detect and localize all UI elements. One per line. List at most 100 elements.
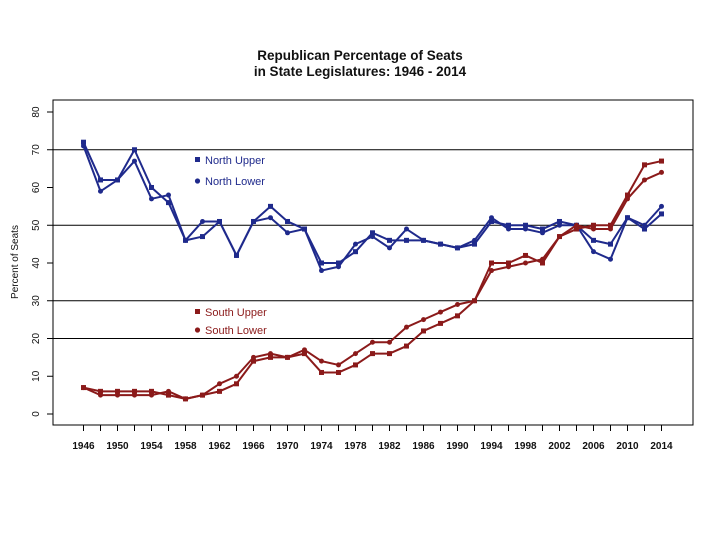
y-axis: 0 10 20 30 40 50 60 70 80 [31, 106, 53, 417]
data-point-north-lower [183, 238, 188, 243]
data-point-south-upper [523, 253, 528, 258]
y-tick-label: 60 [31, 182, 42, 194]
data-point-south-lower [251, 355, 256, 360]
data-point-north-upper [387, 238, 392, 243]
data-point-north-lower [285, 230, 290, 235]
data-point-north-upper [659, 211, 664, 216]
legend-south: South Upper South Lower [195, 307, 267, 337]
data-point-north-lower [132, 159, 137, 164]
data-point-north-upper [353, 249, 358, 254]
data-point-south-lower [319, 359, 324, 364]
data-point-south-lower [115, 393, 120, 398]
data-point-north-lower [421, 238, 426, 243]
data-point-south-lower [438, 310, 443, 315]
y-tick-label: 0 [31, 411, 42, 417]
x-tick-label: 1966 [242, 441, 265, 452]
data-point-north-lower [404, 227, 409, 232]
data-point-south-lower [370, 340, 375, 345]
data-point-south-lower [523, 261, 528, 266]
data-point-south-lower [489, 268, 494, 273]
data-point-south-lower [149, 393, 154, 398]
data-point-north-upper [98, 177, 103, 182]
data-point-south-lower [302, 347, 307, 352]
data-point-south-lower [506, 264, 511, 269]
data-point-south-lower [625, 196, 630, 201]
y-tick-label: 80 [31, 106, 42, 118]
legend-north: North Upper North Lower [195, 155, 265, 188]
data-point-north-upper [200, 234, 205, 239]
data-point-south-lower [472, 298, 477, 303]
data-point-south-upper [336, 370, 341, 375]
data-point-south-lower [98, 393, 103, 398]
data-point-south-upper [642, 162, 647, 167]
x-tick-label: 2002 [548, 441, 571, 452]
gridlines [53, 150, 693, 339]
data-point-north-upper [404, 238, 409, 243]
data-point-north-lower [370, 234, 375, 239]
x-tick-label: 1994 [480, 441, 503, 452]
data-point-north-lower [98, 189, 103, 194]
data-point-north-upper [591, 238, 596, 243]
data-point-south-lower [217, 381, 222, 386]
data-point-south-lower [387, 340, 392, 345]
legend-marker-south-upper [195, 309, 200, 314]
data-point-south-lower [574, 223, 579, 228]
data-point-south-upper [217, 389, 222, 394]
y-axis-label: Percent of Seats [10, 225, 21, 299]
data-point-south-lower [285, 355, 290, 360]
data-point-north-lower [438, 242, 443, 247]
data-point-south-upper [387, 351, 392, 356]
data-point-south-lower [268, 351, 273, 356]
data-point-north-upper [149, 185, 154, 190]
plot-border [53, 100, 693, 425]
data-point-south-lower [234, 374, 239, 379]
data-point-north-lower [268, 215, 273, 220]
data-point-south-lower [591, 227, 596, 232]
data-point-north-lower [625, 215, 630, 220]
x-tick-label: 1998 [514, 441, 537, 452]
data-point-north-lower [251, 219, 256, 224]
legend-label-south-lower: South Lower [205, 325, 267, 337]
data-point-south-upper [370, 351, 375, 356]
x-tick-label: 2006 [582, 441, 605, 452]
data-point-south-lower [659, 170, 664, 175]
data-point-north-upper [608, 242, 613, 247]
data-point-north-lower [540, 230, 545, 235]
y-tick-label: 70 [31, 144, 42, 156]
series-layer [81, 140, 664, 402]
x-tick-label: 1970 [276, 441, 299, 452]
legend-marker-south-lower [195, 327, 200, 332]
x-tick-label: 2014 [650, 441, 673, 452]
data-point-north-lower [234, 253, 239, 258]
data-point-south-lower [183, 396, 188, 401]
data-point-north-lower [353, 242, 358, 247]
data-point-north-lower [608, 257, 613, 262]
series-north-lower [81, 143, 664, 273]
data-point-south-upper [659, 159, 664, 164]
data-point-north-lower [659, 204, 664, 209]
line-chart: 01020304050607080 1946 1950 1954 1958 1962 19… [0, 0, 720, 540]
data-point-south-lower [336, 362, 341, 367]
x-tick-label: 1962 [208, 441, 231, 452]
data-point-north-lower [336, 264, 341, 269]
data-point-south-upper [234, 381, 239, 386]
data-point-north-lower [217, 219, 222, 224]
data-point-south-lower [132, 393, 137, 398]
legend-label-north-upper: North Upper [205, 155, 265, 167]
x-tick-label: 1958 [174, 441, 197, 452]
data-point-north-lower [81, 143, 86, 148]
data-point-north-lower [149, 196, 154, 201]
x-tick-label: 1982 [378, 441, 401, 452]
data-point-north-upper [285, 219, 290, 224]
data-point-south-lower [353, 351, 358, 356]
y-tick-label: 30 [31, 295, 42, 307]
data-point-south-lower [540, 257, 545, 262]
legend-marker-north-upper [195, 157, 200, 162]
data-point-north-lower [200, 219, 205, 224]
data-point-north-lower [523, 227, 528, 232]
x-tick-label: 1950 [106, 441, 129, 452]
data-point-north-lower [489, 215, 494, 220]
data-point-north-lower [642, 223, 647, 228]
data-point-north-lower [319, 268, 324, 273]
data-point-south-lower [166, 389, 171, 394]
